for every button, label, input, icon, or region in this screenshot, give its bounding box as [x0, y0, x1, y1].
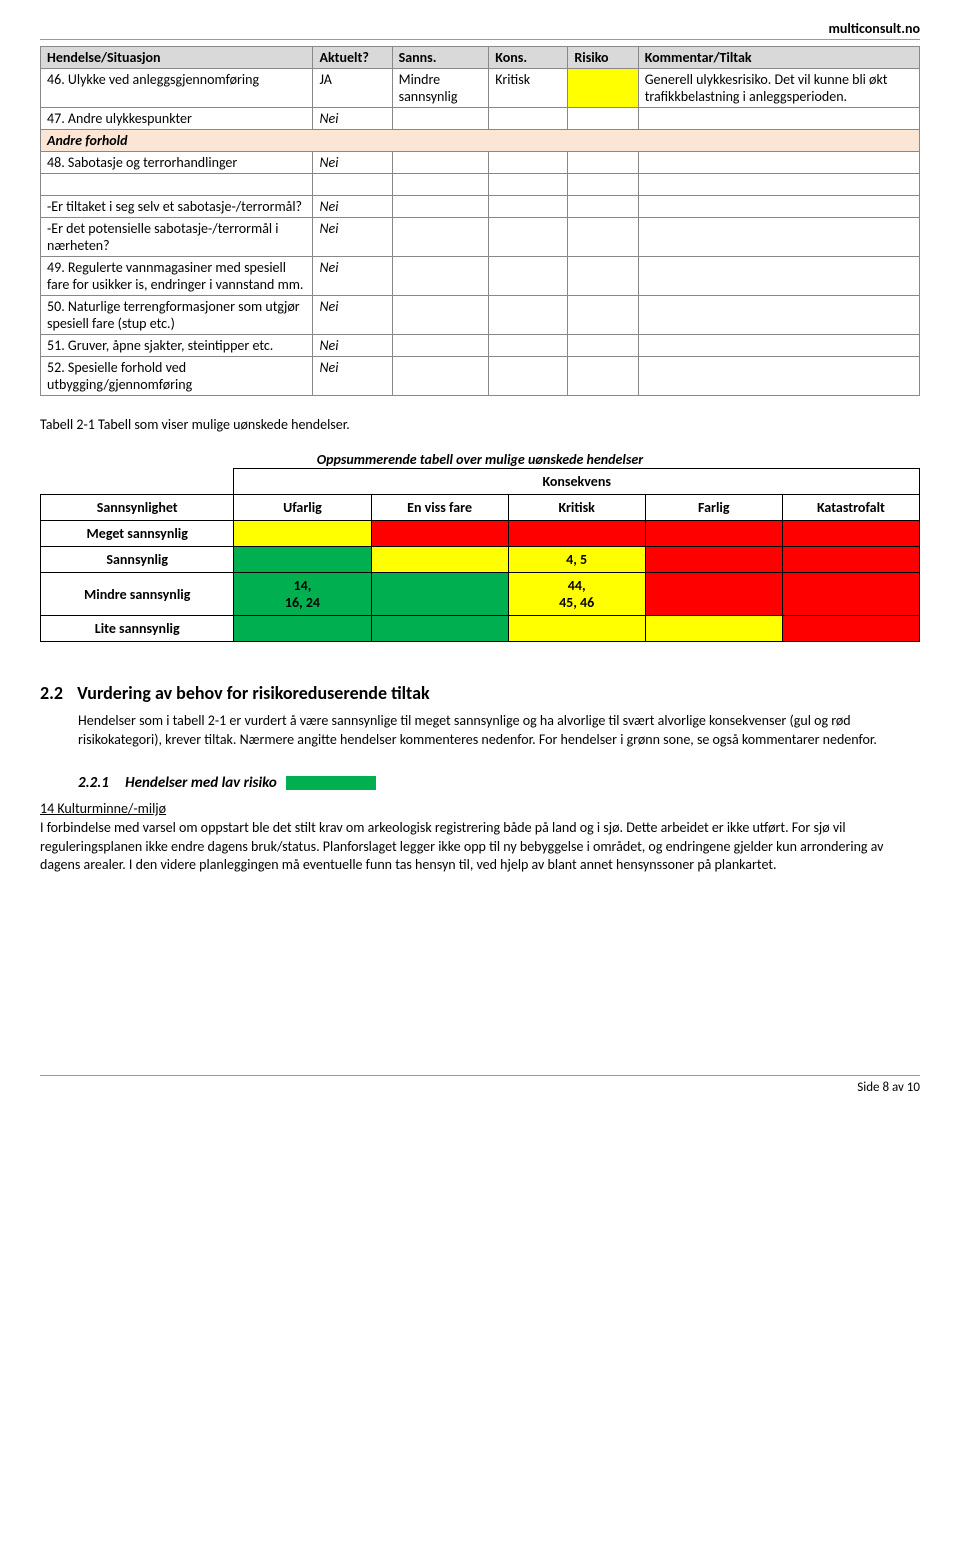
cell-sanns: Mindre sannsynlig — [392, 69, 489, 108]
table-row: 48. Sabotasje og terrorhandlingerNei — [41, 152, 920, 174]
matrix-cell — [645, 547, 782, 573]
matrix-cell: 44,45, 46 — [508, 573, 645, 616]
cell-akt: JA — [313, 69, 392, 108]
matrix-cell — [371, 521, 508, 547]
table-row: 51. Gruver, åpne sjakter, steintipper et… — [41, 335, 920, 357]
cell-event: 51. Gruver, åpne sjakter, steintipper et… — [41, 335, 313, 357]
cell-kons: Kritisk — [489, 69, 568, 108]
heading-num: 2.2 — [40, 682, 74, 704]
t2-rowheader: Sannsynlighet — [41, 495, 234, 521]
t2-col: En viss fare — [371, 495, 508, 521]
th-risk: Risiko — [568, 47, 638, 69]
t2-col: Farlig — [645, 495, 782, 521]
table-caption: Tabell 2-1 Tabell som viser mulige uønsk… — [40, 416, 920, 433]
table-row: 52. Spesielle forhold ved utbygging/gjen… — [41, 357, 920, 396]
heading-text: Vurdering av behov for risikoreduserende… — [77, 682, 429, 704]
section-2-2-1: 2.2.1 Hendelser med lav risiko — [78, 774, 920, 792]
matrix-row: Mindre sannsynlig14,16, 24 44,45, 46 — [41, 573, 920, 616]
matrix-cell — [645, 616, 782, 642]
matrix-row: Meget sannsynlig — [41, 521, 920, 547]
matrix-cell — [782, 547, 919, 573]
row-label: Sannsynlig — [41, 547, 234, 573]
t2-header-row: Sannsynlighet Ufarlig En viss fare Kriti… — [41, 495, 920, 521]
cell-akt: Nei — [313, 196, 392, 218]
page-footer: Side 8 av 10 — [40, 1075, 920, 1095]
cell-akt: Nei — [313, 257, 392, 296]
cell-event: -Er det potensielle sabotasje-/terrormål… — [41, 218, 313, 257]
th-akt: Aktuelt? — [313, 47, 392, 69]
section-header: Andre forhold — [41, 130, 920, 152]
table-row: -Er tiltaket i seg selv et sabotasje-/te… — [41, 196, 920, 218]
summary-matrix: Konsekvens Sannsynlighet Ufarlig En viss… — [40, 468, 920, 642]
matrix-cell — [782, 573, 919, 616]
table-row: 46. Ulykke ved anleggsgjennomføring JA M… — [41, 69, 920, 108]
cell-akt: Nei — [313, 218, 392, 257]
cell-event: -Er tiltaket i seg selv et sabotasje-/te… — [41, 196, 313, 218]
row-label: Lite sannsynlig — [41, 616, 234, 642]
body-text: I forbindelse med varsel om oppstart ble… — [40, 819, 883, 874]
section-221-body: 14 Kulturminne/-miljø I forbindelse med … — [40, 800, 920, 876]
th-komm: Kommentar/Tiltak — [638, 47, 919, 69]
cell-akt: Nei — [313, 108, 392, 130]
matrix-cell — [782, 616, 919, 642]
subheading: 14 Kulturminne/-miljø — [40, 800, 166, 817]
matrix-cell — [234, 521, 371, 547]
row-label: Meget sannsynlig — [41, 521, 234, 547]
table-header-row: Hendelse/Situasjon Aktuelt? Sanns. Kons.… — [41, 47, 920, 69]
t2-super-row: Konsekvens — [41, 469, 920, 495]
th-kons: Kons. — [489, 47, 568, 69]
matrix-row: Lite sannsynlig — [41, 616, 920, 642]
matrix-cell — [234, 616, 371, 642]
cell-akt: Nei — [313, 357, 392, 396]
table-row: -Er det potensielle sabotasje-/terrormål… — [41, 218, 920, 257]
cell-event: 50. Naturlige terrengformasjoner som utg… — [41, 296, 313, 335]
matrix-cell — [371, 547, 508, 573]
th-event: Hendelse/Situasjon — [41, 47, 313, 69]
cell-akt: Nei — [313, 335, 392, 357]
heading-num: 2.2.1 — [78, 774, 122, 792]
matrix-row: Sannsynlig 4, 5 — [41, 547, 920, 573]
section-row: Andre forhold — [41, 130, 920, 152]
t2-col: Ufarlig — [234, 495, 371, 521]
section-2-2: 2.2 Vurdering av behov for risikoreduser… — [40, 682, 920, 704]
cell-komm: Generell ulykkesrisiko. Det vil kunne bl… — [638, 69, 919, 108]
table-row: 50. Naturlige terrengformasjoner som utg… — [41, 296, 920, 335]
cell-event: 46. Ulykke ved anleggsgjennomføring — [41, 69, 313, 108]
cell-akt: Nei — [313, 152, 392, 174]
matrix-cell — [645, 521, 782, 547]
matrix-cell: 14,16, 24 — [234, 573, 371, 616]
top-rule — [40, 39, 920, 40]
green-bar-icon — [286, 776, 376, 790]
t2-col: Katastrofalt — [782, 495, 919, 521]
row-label: Mindre sannsynlig — [41, 573, 234, 616]
matrix-cell: 4, 5 — [508, 547, 645, 573]
cell-event: 52. Spesielle forhold ved utbygging/gjen… — [41, 357, 313, 396]
matrix-cell — [508, 521, 645, 547]
risk-table: Hendelse/Situasjon Aktuelt? Sanns. Kons.… — [40, 46, 920, 396]
table-row: 49. Regulerte vannmagasiner med spesiell… — [41, 257, 920, 296]
cell-risk — [568, 69, 638, 108]
t2-title: Oppsummerende tabell over mulige uønsked… — [40, 451, 920, 468]
heading-text: Hendelser med lav risiko — [125, 774, 277, 792]
matrix-cell — [508, 616, 645, 642]
cell-event: 49. Regulerte vannmagasiner med spesiell… — [41, 257, 313, 296]
cell-akt: Nei — [313, 296, 392, 335]
cell-event: 47. Andre ulykkespunkter — [41, 108, 313, 130]
matrix-cell — [234, 547, 371, 573]
t2-col: Kritisk — [508, 495, 645, 521]
table-row: 47. Andre ulykkespunkter Nei — [41, 108, 920, 130]
t2-subtitle: Konsekvens — [234, 469, 920, 495]
matrix-cell — [371, 573, 508, 616]
matrix-cell — [782, 521, 919, 547]
th-sanns: Sanns. — [392, 47, 489, 69]
site-link: multiconsult.no — [40, 20, 920, 37]
section-2-2-body: Hendelser som i tabell 2-1 er vurdert å … — [78, 712, 920, 750]
matrix-cell — [371, 616, 508, 642]
separator-row — [41, 174, 920, 196]
matrix-cell — [645, 573, 782, 616]
cell-event: 48. Sabotasje og terrorhandlinger — [41, 152, 313, 174]
